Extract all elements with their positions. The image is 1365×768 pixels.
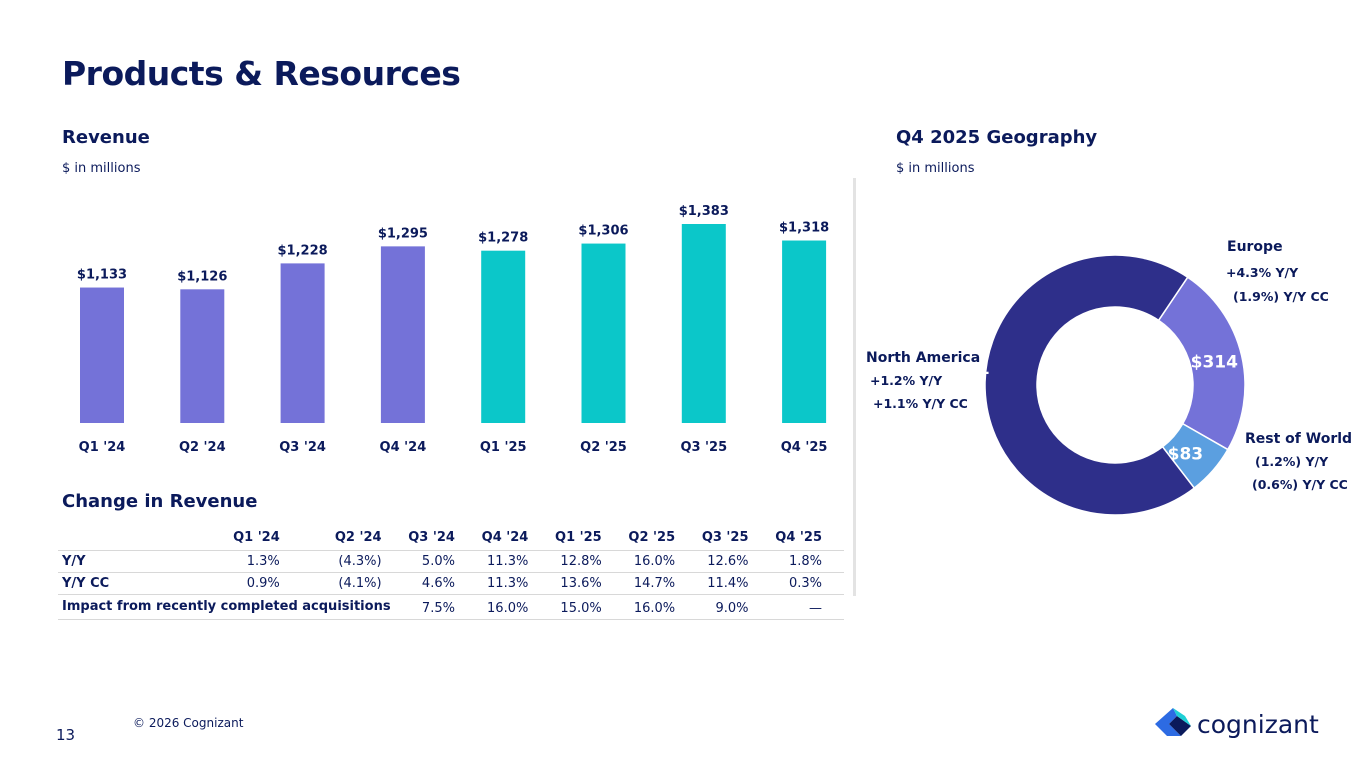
table-cell: 16.0% [476, 594, 551, 620]
revenue-title: Revenue [62, 127, 150, 148]
row-label: Y/Y CC [58, 572, 200, 595]
cognizant-logo-text: cognizant [1197, 710, 1319, 739]
x-tick-label: Q2 '25 [580, 440, 627, 455]
table-cell: 5.0% [403, 550, 477, 573]
bar [380, 246, 425, 423]
geography-title: Q4 2025 Geography [896, 127, 1098, 148]
table-cell: 12.8% [550, 550, 624, 573]
bar-value-label: $1,126 [177, 269, 227, 284]
x-tick-label: Q4 '25 [781, 440, 828, 455]
table-cell: 11.4% [697, 572, 771, 595]
vertical-divider [853, 178, 856, 596]
table-cell: 1.3% [200, 550, 302, 573]
page-title: Products & Resources [62, 54, 461, 93]
table-header-cell: Q3 '25 [697, 527, 771, 551]
table-header-cell: Q2 '25 [623, 527, 698, 551]
bar-value-label: $1,278 [478, 231, 528, 246]
north-america-label: North America [866, 350, 981, 366]
rest-of-world-yycc: (0.6%) Y/Y CC [1252, 477, 1348, 492]
table-row: Y/Y 1.3% (4.3%) 5.0% 11.3% 12.8% 16.0% 1… [58, 550, 844, 573]
donut-slice [1157, 276, 1246, 451]
table-cell: 4.6% [403, 572, 477, 595]
table-header-cell: Q1 '24 [200, 527, 302, 551]
bar [280, 263, 325, 423]
x-tick-label: Q3 '25 [680, 440, 727, 455]
x-tick-label: Q3 '24 [279, 440, 326, 455]
table-cell: 13.6% [550, 572, 624, 595]
table-cell: 12.6% [697, 550, 771, 573]
table-cell: — [770, 594, 844, 620]
bar-value-label: $1,295 [378, 226, 428, 241]
rest-of-world-label: Rest of World [1245, 431, 1353, 447]
rest-of-world-yy: (1.2%) Y/Y [1255, 454, 1329, 469]
europe-label: Europe [1227, 239, 1283, 255]
table-header-cell: Q4 '24 [476, 527, 551, 551]
bar [681, 224, 726, 423]
north-america-yy: +1.2% Y/Y [870, 373, 943, 388]
x-tick-label: Q4 '24 [380, 440, 427, 455]
table-cell: 16.0% [623, 550, 698, 573]
table-cell: 11.3% [476, 550, 551, 573]
bar-value-label: $1,383 [679, 204, 729, 219]
change-in-revenue-table: Q1 '24 Q2 '24 Q3 '24 Q4 '24 Q1 '25 Q2 '2… [58, 527, 844, 620]
x-tick-label: Q2 '24 [179, 440, 226, 455]
table-header-cell: Q1 '25 [550, 527, 624, 551]
north-america-yycc: +1.1% Y/Y CC [873, 396, 968, 411]
table-cell: 15.0% [550, 594, 624, 620]
bar-value-label: $1,228 [278, 243, 328, 258]
bar-value-label: $1,318 [779, 221, 829, 236]
x-tick-label: Q1 '25 [480, 440, 527, 455]
bar [180, 289, 225, 423]
table-cell: 0.9% [200, 572, 302, 595]
table-row: Y/Y CC 0.9% (4.1%) 4.6% 11.3% 13.6% 14.7… [58, 572, 844, 595]
bar [782, 240, 827, 423]
table-cell: 0.3% [770, 572, 844, 595]
table-header-cell: Q4 '25 [770, 527, 844, 551]
row-label: Y/Y [58, 550, 200, 573]
bar [581, 243, 626, 423]
bar [481, 250, 526, 423]
donut-value-label: $83 [1168, 444, 1204, 464]
donut-value-label: $921 [980, 359, 990, 379]
table-cell: 11.3% [476, 572, 551, 595]
geography-donut-chart: $314 $83 $921 [980, 254, 1246, 516]
bar-value-label: $1,306 [578, 224, 628, 239]
bar [80, 287, 124, 423]
table-cell: 14.7% [623, 572, 698, 595]
page-number: 13 [56, 726, 76, 744]
x-tick-label: Q1 '24 [79, 440, 126, 455]
revenue-unit: $ in millions [62, 161, 141, 176]
table-header-cell: Q2 '24 [301, 527, 404, 551]
donut-slice [984, 254, 1196, 516]
europe-yy: +4.3% Y/Y [1226, 265, 1299, 280]
row-label: Impact from recently completed acquisiti… [58, 594, 404, 620]
cognizant-logo: cognizant [1155, 708, 1319, 739]
revenue-bar-chart: $1,133 Q1 '24 $1,126 Q2 '24 $1,228 Q3 '24 $1,2… [77, 204, 829, 455]
change-title: Change in Revenue [62, 491, 258, 512]
copyright: © 2026 Cognizant [133, 716, 244, 730]
geography-unit: $ in millions [896, 161, 975, 176]
table-header-cell: Q3 '24 [403, 527, 477, 551]
europe-yycc: (1.9%) Y/Y CC [1233, 289, 1329, 304]
table-header-row: Q1 '24 Q2 '24 Q3 '24 Q4 '24 Q1 '25 Q2 '2… [58, 527, 844, 551]
donut-value-label: $314 [1191, 352, 1238, 372]
table-cell: (4.3%) [301, 550, 404, 573]
table-cell: 9.0% [697, 594, 771, 620]
table-row: Impact from recently completed acquisiti… [58, 594, 844, 620]
table-cell: 7.5% [403, 594, 477, 620]
table-cell: (4.1%) [301, 572, 404, 595]
bar-value-label: $1,133 [77, 268, 127, 283]
table-cell: 1.8% [770, 550, 844, 573]
table-cell: 16.0% [623, 594, 698, 620]
table-header-blank [58, 527, 200, 551]
